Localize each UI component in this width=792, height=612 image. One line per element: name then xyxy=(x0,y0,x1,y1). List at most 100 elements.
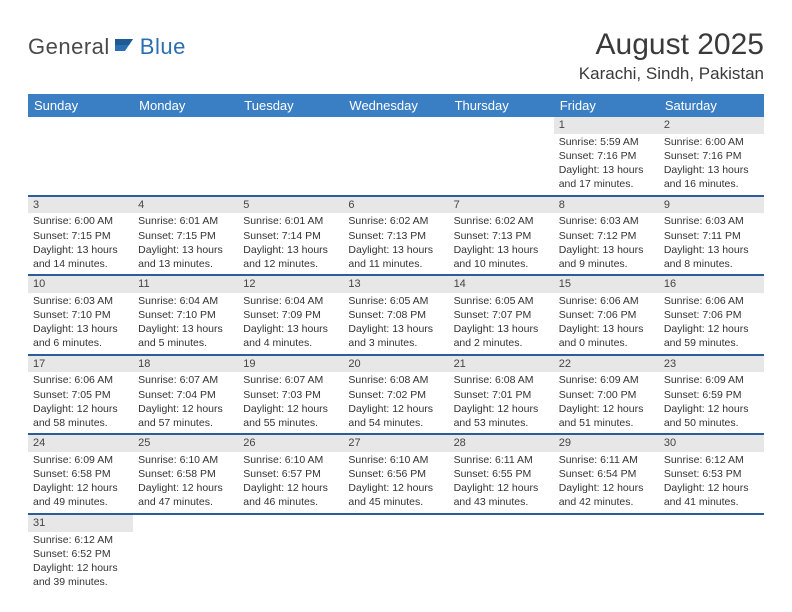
week-row: 10Sunrise: 6:03 AMSunset: 7:10 PMDayligh… xyxy=(28,275,764,355)
day-number: 22 xyxy=(554,356,659,373)
sunset-text: Sunset: 7:02 PM xyxy=(348,388,443,402)
daylight-text: Daylight: 12 hours and 45 minutes. xyxy=(348,481,443,509)
day-number xyxy=(449,117,554,134)
daylight-text: Daylight: 13 hours and 3 minutes. xyxy=(348,322,443,350)
daylight-text: Daylight: 13 hours and 10 minutes. xyxy=(454,243,549,271)
day-details: Sunrise: 6:11 AMSunset: 6:55 PMDaylight:… xyxy=(449,452,554,513)
day-number: 24 xyxy=(28,435,133,452)
day-cell: 11Sunrise: 6:04 AMSunset: 7:10 PMDayligh… xyxy=(133,275,238,355)
sunrise-text: Sunrise: 6:09 AM xyxy=(33,453,128,467)
sunrise-text: Sunrise: 6:03 AM xyxy=(559,214,654,228)
day-number: 3 xyxy=(28,197,133,214)
day-cell: 15Sunrise: 6:06 AMSunset: 7:06 PMDayligh… xyxy=(554,275,659,355)
day-cell: 6Sunrise: 6:02 AMSunset: 7:13 PMDaylight… xyxy=(343,196,448,276)
day-header: Friday xyxy=(554,94,659,117)
day-cell: 26Sunrise: 6:10 AMSunset: 6:57 PMDayligh… xyxy=(238,434,343,514)
day-details: Sunrise: 6:09 AMSunset: 6:58 PMDaylight:… xyxy=(28,452,133,513)
day-cell: 8Sunrise: 6:03 AMSunset: 7:12 PMDaylight… xyxy=(554,196,659,276)
sunset-text: Sunset: 7:06 PM xyxy=(664,308,759,322)
sunrise-text: Sunrise: 6:04 AM xyxy=(138,294,233,308)
sunrise-text: Sunrise: 6:05 AM xyxy=(454,294,549,308)
sunset-text: Sunset: 7:08 PM xyxy=(348,308,443,322)
daylight-text: Daylight: 12 hours and 54 minutes. xyxy=(348,402,443,430)
sunrise-text: Sunrise: 6:00 AM xyxy=(33,214,128,228)
sunset-text: Sunset: 7:16 PM xyxy=(664,149,759,163)
sunset-text: Sunset: 7:15 PM xyxy=(33,229,128,243)
day-details: Sunrise: 6:08 AMSunset: 7:01 PMDaylight:… xyxy=(449,372,554,433)
day-number: 29 xyxy=(554,435,659,452)
day-number: 20 xyxy=(343,356,448,373)
sunrise-text: Sunrise: 6:11 AM xyxy=(454,453,549,467)
day-cell xyxy=(449,117,554,196)
day-details: Sunrise: 6:06 AMSunset: 7:06 PMDaylight:… xyxy=(554,293,659,354)
day-cell: 19Sunrise: 6:07 AMSunset: 7:03 PMDayligh… xyxy=(238,355,343,435)
day-number: 5 xyxy=(238,197,343,214)
brand-part2: Blue xyxy=(140,34,186,60)
day-number: 26 xyxy=(238,435,343,452)
day-details: Sunrise: 6:11 AMSunset: 6:54 PMDaylight:… xyxy=(554,452,659,513)
day-header: Thursday xyxy=(449,94,554,117)
daylight-text: Daylight: 13 hours and 4 minutes. xyxy=(243,322,338,350)
day-cell: 27Sunrise: 6:10 AMSunset: 6:56 PMDayligh… xyxy=(343,434,448,514)
sunset-text: Sunset: 7:05 PM xyxy=(33,388,128,402)
sunrise-text: Sunrise: 6:06 AM xyxy=(559,294,654,308)
daylight-text: Daylight: 12 hours and 51 minutes. xyxy=(559,402,654,430)
day-number: 17 xyxy=(28,356,133,373)
day-cell: 29Sunrise: 6:11 AMSunset: 6:54 PMDayligh… xyxy=(554,434,659,514)
day-details: Sunrise: 5:59 AMSunset: 7:16 PMDaylight:… xyxy=(554,134,659,195)
daylight-text: Daylight: 13 hours and 11 minutes. xyxy=(348,243,443,271)
day-cell: 1Sunrise: 5:59 AMSunset: 7:16 PMDaylight… xyxy=(554,117,659,196)
daylight-text: Daylight: 13 hours and 8 minutes. xyxy=(664,243,759,271)
day-details: Sunrise: 6:09 AMSunset: 7:00 PMDaylight:… xyxy=(554,372,659,433)
day-details xyxy=(238,134,343,138)
day-details: Sunrise: 6:04 AMSunset: 7:09 PMDaylight:… xyxy=(238,293,343,354)
week-row: 1Sunrise: 5:59 AMSunset: 7:16 PMDaylight… xyxy=(28,117,764,196)
day-number: 25 xyxy=(133,435,238,452)
sunset-text: Sunset: 7:00 PM xyxy=(559,388,654,402)
sunset-text: Sunset: 7:12 PM xyxy=(559,229,654,243)
day-cell: 30Sunrise: 6:12 AMSunset: 6:53 PMDayligh… xyxy=(659,434,764,514)
day-cell xyxy=(659,514,764,593)
day-cell xyxy=(133,117,238,196)
day-header-row: SundayMondayTuesdayWednesdayThursdayFrid… xyxy=(28,94,764,117)
header: General Blue August 2025 Karachi, Sindh,… xyxy=(28,28,764,84)
day-number xyxy=(343,515,448,532)
daylight-text: Daylight: 12 hours and 59 minutes. xyxy=(664,322,759,350)
day-details: Sunrise: 6:03 AMSunset: 7:10 PMDaylight:… xyxy=(28,293,133,354)
sunrise-text: Sunrise: 6:04 AM xyxy=(243,294,338,308)
daylight-text: Daylight: 12 hours and 39 minutes. xyxy=(33,561,128,589)
daylight-text: Daylight: 12 hours and 58 minutes. xyxy=(33,402,128,430)
sunset-text: Sunset: 7:01 PM xyxy=(454,388,549,402)
sunrise-text: Sunrise: 6:12 AM xyxy=(664,453,759,467)
day-number: 10 xyxy=(28,276,133,293)
sunrise-text: Sunrise: 6:09 AM xyxy=(664,373,759,387)
sunset-text: Sunset: 6:58 PM xyxy=(33,467,128,481)
day-cell: 22Sunrise: 6:09 AMSunset: 7:00 PMDayligh… xyxy=(554,355,659,435)
day-number: 31 xyxy=(28,515,133,532)
day-number xyxy=(238,515,343,532)
day-cell: 25Sunrise: 6:10 AMSunset: 6:58 PMDayligh… xyxy=(133,434,238,514)
day-number: 9 xyxy=(659,197,764,214)
daylight-text: Daylight: 12 hours and 50 minutes. xyxy=(664,402,759,430)
sunrise-text: Sunrise: 6:05 AM xyxy=(348,294,443,308)
day-number: 16 xyxy=(659,276,764,293)
week-row: 3Sunrise: 6:00 AMSunset: 7:15 PM Daylight… xyxy=(28,196,764,276)
day-cell: 2Sunrise: 6:00 AMSunset: 7:16 PMDaylight… xyxy=(659,117,764,196)
day-number: 13 xyxy=(343,276,448,293)
day-details xyxy=(449,532,554,536)
day-number xyxy=(133,515,238,532)
sunset-text: Sunset: 7:09 PM xyxy=(243,308,338,322)
day-details xyxy=(133,134,238,138)
day-number: 6 xyxy=(343,197,448,214)
sunrise-text: Sunrise: 6:00 AM xyxy=(664,135,759,149)
day-details: Sunrise: 6:10 AMSunset: 6:58 PMDaylight:… xyxy=(133,452,238,513)
sunset-text: Sunset: 7:13 PM xyxy=(348,229,443,243)
sunrise-text: Sunrise: 6:07 AM xyxy=(243,373,338,387)
day-details: Sunrise: 6:06 AMSunset: 7:05 PMDaylight:… xyxy=(28,372,133,433)
day-cell: 10Sunrise: 6:03 AMSunset: 7:10 PMDayligh… xyxy=(28,275,133,355)
day-details: Sunrise: 6:10 AMSunset: 6:57 PMDaylight:… xyxy=(238,452,343,513)
day-details xyxy=(28,134,133,138)
day-cell: 5Sunrise: 6:01 AMSunset: 7:14 PMDaylight… xyxy=(238,196,343,276)
sunrise-text: Sunrise: 6:08 AM xyxy=(454,373,549,387)
day-number: 27 xyxy=(343,435,448,452)
